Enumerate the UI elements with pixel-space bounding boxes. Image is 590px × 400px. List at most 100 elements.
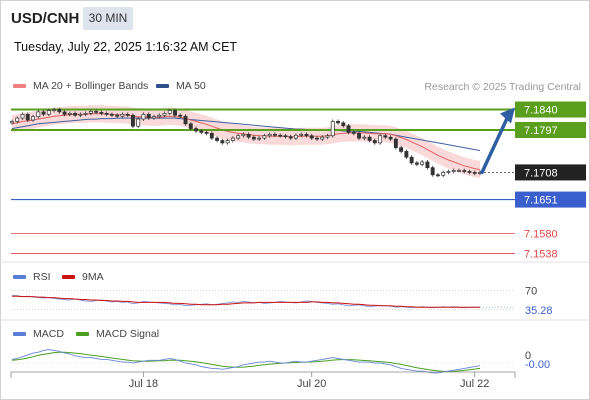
- candle-body: [215, 137, 220, 141]
- candle-body: [157, 114, 162, 118]
- candle-body: [41, 111, 46, 115]
- macd-zero-label: 0: [525, 350, 531, 362]
- candle-body: [304, 133, 309, 137]
- legend-ma50-label: MA 50: [176, 80, 206, 92]
- resistance-tag: [515, 122, 586, 139]
- candle-body: [167, 110, 172, 114]
- candle-body: [225, 140, 230, 144]
- ma50-swatch-icon: [156, 84, 169, 88]
- legend-macd-signal-label: MACD Signal: [96, 328, 160, 340]
- candle-body: [472, 172, 477, 174]
- candle-body: [399, 147, 404, 152]
- candle-body: [136, 118, 141, 127]
- macd-line: [11, 349, 481, 374]
- candle-body: [346, 125, 351, 133]
- candle-body: [220, 140, 225, 144]
- candle-body: [283, 135, 288, 138]
- candle-body: [88, 111, 93, 114]
- candle-body: [83, 112, 88, 115]
- candle-body: [109, 113, 114, 116]
- candle-body: [94, 111, 99, 113]
- resistance-label: 7.1797: [524, 125, 558, 137]
- ma20-line: [11, 113, 481, 171]
- candle-body: [299, 133, 304, 136]
- target-label: 7.1538: [524, 248, 558, 260]
- resistance-label: 7.1840: [524, 105, 558, 117]
- candle-body: [183, 115, 188, 125]
- candle-body: [120, 113, 125, 117]
- macd-signal-swatch-icon: [76, 332, 89, 336]
- candle-body: [241, 133, 246, 137]
- candle-body: [420, 161, 425, 165]
- candle-body: [130, 114, 135, 127]
- legend-rsi-ma-label: 9MA: [82, 271, 104, 283]
- candle-body: [288, 136, 293, 139]
- candle-body: [388, 136, 393, 140]
- candle-body: [62, 111, 67, 115]
- legend-ma20: MA 20 + Bollinger Bands: [13, 80, 148, 92]
- support-tag: [515, 191, 586, 208]
- bollinger-band: [12, 105, 480, 179]
- candle-body: [383, 135, 388, 138]
- candle-body: [199, 130, 204, 133]
- rsi-ma-swatch-icon: [62, 275, 75, 279]
- candle-body: [178, 114, 183, 117]
- candle-body: [99, 112, 104, 114]
- candle-body: [230, 137, 235, 141]
- candle-body: [162, 112, 167, 116]
- candle-body: [146, 113, 151, 119]
- candle-body: [367, 136, 372, 141]
- candle-body: [320, 136, 325, 140]
- candle-body: [52, 109, 57, 111]
- candle-body: [451, 170, 456, 172]
- support-label: 7.1651: [524, 195, 558, 207]
- candle-body: [272, 133, 277, 136]
- legend-rsi-ma: 9MA: [62, 271, 104, 283]
- candle-body: [267, 133, 272, 137]
- candle-body: [336, 121, 340, 124]
- candle-body: [441, 172, 446, 176]
- current-price-tag: [515, 164, 586, 181]
- current-price-label: 7.1708: [524, 167, 558, 179]
- candle-body: [372, 140, 377, 144]
- candle-body: [46, 110, 51, 115]
- candle-body: [173, 110, 177, 116]
- candle-body: [309, 135, 314, 139]
- candle-body: [67, 112, 72, 115]
- rsi-value-label: 35.28: [525, 305, 553, 317]
- candle-body: [393, 138, 398, 148]
- candle-body: [446, 171, 451, 173]
- candle-body: [357, 133, 362, 139]
- candle-body: [341, 122, 346, 127]
- candle-body: [257, 137, 262, 140]
- candle-body: [194, 128, 198, 132]
- candle-body: [430, 167, 435, 176]
- x-axis-tick-label: Jul 18: [129, 378, 158, 390]
- candle-body: [278, 134, 283, 137]
- candle-body: [141, 113, 146, 120]
- timeframe-button[interactable]: 30 MIN: [83, 7, 133, 30]
- candle-body: [246, 133, 251, 138]
- legend-ma20-label: MA 20 + Bollinger Bands: [33, 80, 149, 92]
- candle-body: [378, 135, 383, 144]
- candle-body: [457, 170, 461, 172]
- candle-body: [204, 132, 209, 134]
- legend-ma50: MA 50: [156, 80, 206, 92]
- candle-body: [188, 123, 193, 129]
- candle-body: [462, 170, 467, 172]
- candle-body: [57, 109, 62, 113]
- x-axis-tick-label: Jul 20: [297, 378, 326, 390]
- candle-body: [325, 135, 330, 138]
- macd-value-label: -0.00: [525, 359, 550, 371]
- candle-body: [435, 174, 440, 177]
- projection-arrow: [480, 116, 509, 175]
- candle-body: [10, 121, 14, 124]
- candle-body: [294, 134, 298, 139]
- macd-swatch-icon: [13, 332, 26, 336]
- candle-body: [330, 121, 335, 137]
- candle-body: [409, 156, 414, 164]
- research-credit: Research © 2025 Trading Central: [424, 81, 581, 93]
- resistance-tag: [515, 101, 586, 118]
- candle-body: [104, 112, 109, 115]
